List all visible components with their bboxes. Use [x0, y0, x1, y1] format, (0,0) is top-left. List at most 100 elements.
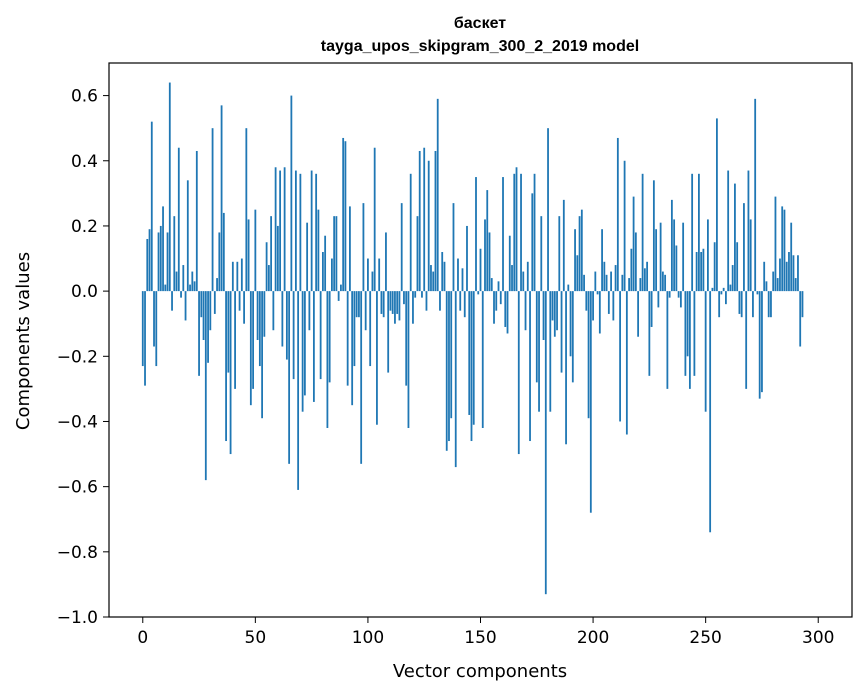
bar: [227, 291, 230, 373]
bar: [258, 291, 261, 367]
bar: [256, 291, 259, 340]
bar: [247, 219, 250, 292]
bar: [565, 291, 567, 445]
bar: [175, 271, 178, 292]
bar: [619, 291, 621, 422]
bar: [601, 229, 603, 292]
bar: [254, 209, 257, 292]
bar: [171, 291, 173, 311]
bar: [252, 291, 254, 389]
bar: [495, 291, 498, 311]
bar: [632, 196, 635, 292]
bar: [779, 258, 781, 292]
bar: [267, 265, 270, 292]
bar: [371, 271, 374, 292]
bar: [711, 287, 714, 292]
y-axis: −1.0 −0.8 −0.6 −0.4 −0.2 0.0 0.2 0.4 0.6: [57, 87, 109, 628]
y-tick-label: −0.8: [57, 543, 98, 563]
bar: [321, 252, 324, 292]
bar: [396, 291, 399, 314]
bar: [592, 291, 594, 321]
bar: [225, 291, 227, 442]
bar: [517, 291, 520, 455]
bar: [767, 291, 770, 318]
bar: [421, 291, 423, 298]
bar: [439, 291, 441, 311]
bar: [358, 291, 360, 318]
bar: [630, 248, 633, 292]
bar: [734, 183, 736, 292]
bar: [740, 291, 743, 318]
bar: [603, 261, 606, 292]
bar: [430, 265, 432, 292]
bar: [765, 281, 768, 292]
bar: [612, 291, 615, 321]
bar: [529, 291, 531, 442]
bar: [281, 291, 284, 347]
bar: [243, 291, 245, 324]
bar: [324, 235, 327, 292]
bar: [475, 177, 477, 292]
bar: [756, 291, 759, 295]
y-tick-label: 0.0: [71, 282, 98, 302]
bar: [720, 291, 723, 295]
bar: [168, 82, 171, 292]
bar: [213, 291, 216, 314]
chart-title: баскет: [454, 15, 506, 32]
bar: [722, 287, 725, 292]
bar: [481, 291, 484, 428]
bar: [556, 291, 558, 331]
y-axis-label: Components values: [13, 252, 34, 430]
bar: [204, 291, 207, 481]
bar: [317, 209, 320, 292]
bar: [704, 291, 707, 412]
bar: [362, 203, 365, 292]
bar: [335, 216, 338, 292]
bar: [173, 216, 176, 292]
bar: [202, 291, 205, 340]
bar: [310, 170, 313, 292]
x-tick-label: 150: [464, 628, 496, 648]
bar: [211, 128, 214, 292]
bar: [659, 222, 662, 292]
bar: [146, 238, 149, 292]
bar: [596, 291, 599, 295]
bar: [729, 284, 732, 292]
bar: [695, 252, 698, 292]
bar: [693, 291, 696, 376]
bar: [445, 291, 448, 451]
bar: [382, 291, 385, 318]
bar: [538, 291, 540, 412]
bar: [468, 291, 471, 415]
bar: [367, 258, 369, 292]
y-tick-label: 0.4: [71, 152, 98, 172]
bar: [772, 271, 775, 292]
y-tick-label: −1.0: [57, 608, 98, 628]
bar: [234, 291, 236, 389]
bar: [443, 261, 446, 292]
bar: [378, 258, 381, 292]
bar: [405, 291, 408, 386]
bar: [713, 242, 716, 292]
bar: [688, 291, 691, 389]
bar: [385, 232, 387, 292]
bar: [355, 291, 358, 318]
bar: [488, 232, 491, 292]
bar: [412, 291, 414, 324]
bar: [580, 209, 583, 292]
bar: [486, 190, 489, 292]
bar: [303, 291, 306, 396]
bar: [648, 291, 651, 376]
bar: [479, 248, 482, 292]
bar: [436, 98, 439, 292]
bar: [466, 225, 468, 292]
bar: [299, 173, 302, 292]
x-tick-label: 0: [137, 628, 148, 648]
bar: [360, 291, 363, 464]
bar: [177, 147, 180, 292]
bar: [763, 261, 766, 292]
bar: [650, 291, 653, 327]
bar: [691, 173, 694, 292]
bar: [270, 216, 273, 292]
bar: [637, 291, 640, 337]
